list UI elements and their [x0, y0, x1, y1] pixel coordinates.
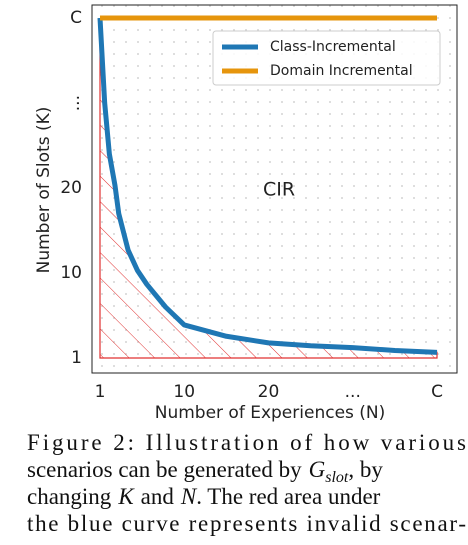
x-tick-label: 10 — [173, 382, 195, 402]
legend-label: Class-Incremental — [270, 39, 396, 55]
annotation: CIR — [263, 179, 295, 201]
caption-math: N — [180, 484, 198, 509]
caption-text: and — [141, 484, 175, 509]
caption-text: , by — [348, 457, 383, 482]
caption-math: K — [117, 484, 135, 509]
caption-text: . The red area under — [196, 484, 380, 509]
caption-line: Figure 2: Illustration of how various — [27, 430, 466, 455]
legend-box — [212, 30, 441, 86]
x-tick-label: ... — [345, 382, 361, 402]
y-tick-label: 10 — [60, 263, 82, 283]
y-tick-label: C — [70, 8, 82, 28]
x-tick-label: 1 — [95, 382, 106, 402]
caption-line: scenarios can be generated by Gslot, by — [27, 457, 383, 486]
x-tick-label: C — [431, 382, 443, 402]
caption-math: G — [309, 457, 326, 482]
x-tick-label: 20 — [258, 382, 280, 402]
caption-line: the blue curve represents invalid scenar… — [27, 511, 466, 536]
caption-text: changing — [27, 484, 112, 509]
caption-math: slot — [325, 469, 349, 486]
x-axis-label: Number of Experiences (N) — [155, 403, 386, 423]
y-axis-label: Number of Slots (K) — [34, 107, 54, 274]
legend-label: Domain Incremental — [270, 63, 413, 79]
plot-frame — [91, 4, 458, 374]
caption-text: scenarios can be generated by — [27, 457, 302, 482]
y-tick-label: 20 — [60, 178, 82, 198]
series-line — [97, 17, 438, 355]
y-tick-label: 1 — [71, 348, 82, 368]
y-tick-label: ... — [64, 95, 84, 111]
